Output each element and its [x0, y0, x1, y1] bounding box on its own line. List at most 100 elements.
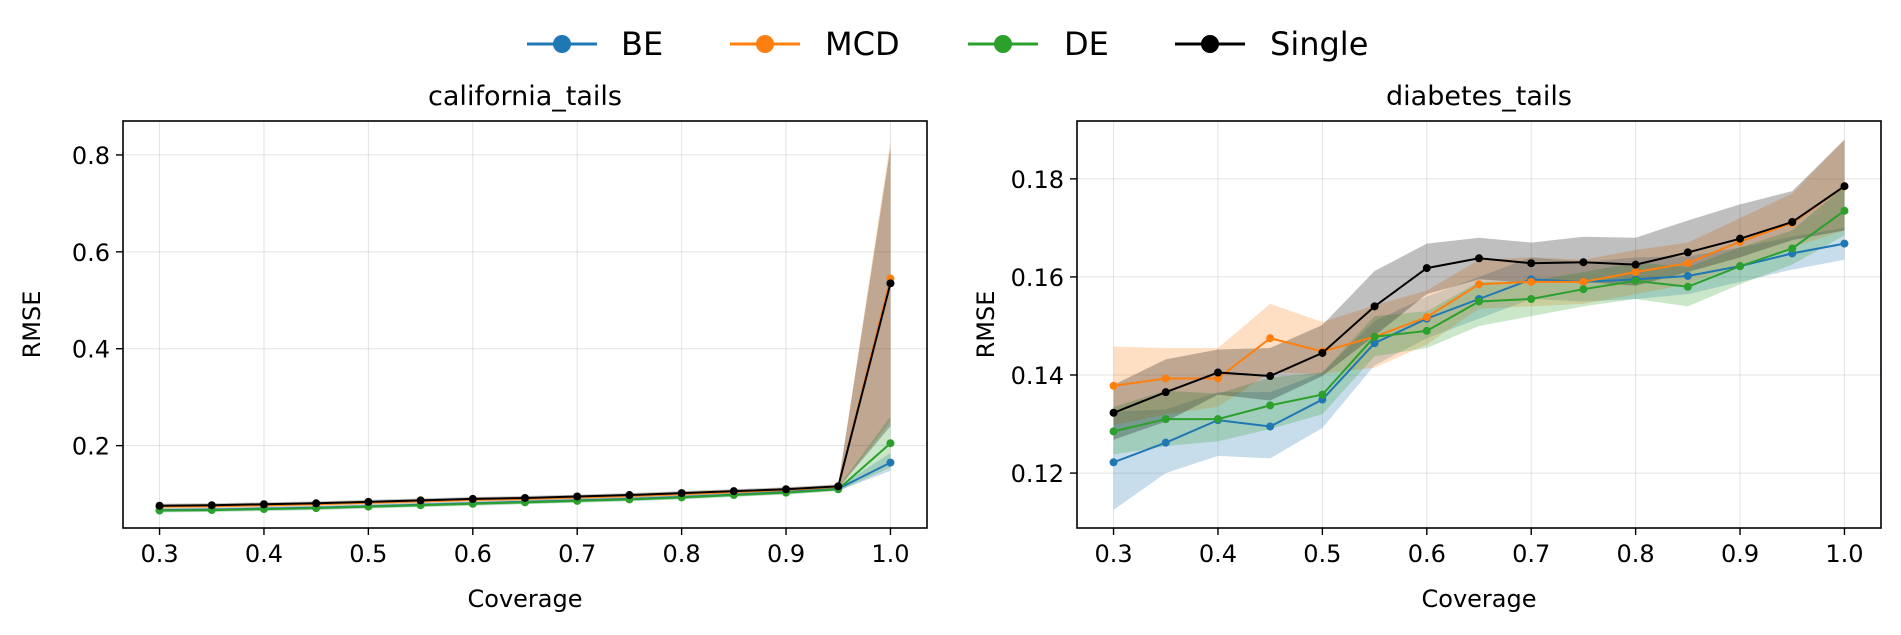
- legend-marker-mcd: [756, 35, 774, 53]
- point-single: [886, 279, 895, 288]
- point-de: [1788, 244, 1797, 253]
- x-tick-label: 0.4: [1199, 540, 1237, 568]
- point-be: [886, 458, 895, 467]
- y-tick-label: 0.6: [72, 239, 110, 267]
- point-be: [1161, 438, 1170, 447]
- legend-label-single: Single: [1270, 25, 1368, 63]
- x-tick-label: 0.9: [1721, 540, 1759, 568]
- band-de: [1113, 186, 1845, 455]
- y-tick-label: 0.2: [72, 433, 110, 461]
- x-tick-label: 0.9: [767, 540, 805, 568]
- x-tick-label: 0.4: [245, 540, 283, 568]
- point-single: [573, 492, 582, 501]
- x-tick-label: 0.6: [454, 540, 492, 568]
- point-single: [1266, 371, 1275, 380]
- point-single: [521, 493, 529, 502]
- point-single: [155, 501, 164, 510]
- point-mcd: [1266, 334, 1275, 343]
- legend-item-mcd: MCD: [730, 25, 900, 63]
- band-be: [1113, 227, 1845, 510]
- point-single: [1475, 254, 1483, 263]
- y-tick-label: 0.12: [1011, 460, 1064, 488]
- y-tick-label: 0.4: [72, 336, 110, 364]
- band-single: [159, 147, 891, 508]
- point-de: [1527, 295, 1536, 304]
- legend-label-be: BE: [621, 25, 663, 63]
- point-single: [416, 496, 425, 505]
- x-tick-label: 0.5: [1303, 540, 1341, 568]
- point-de: [1422, 326, 1431, 335]
- point-de: [1318, 390, 1327, 399]
- x-tick-label: 0.7: [558, 540, 596, 568]
- y-tick-label: 0.14: [1011, 362, 1064, 390]
- point-be: [1266, 422, 1275, 431]
- y-axis-label: RMSE: [972, 291, 1000, 359]
- point-de: [1266, 401, 1275, 410]
- point-be: [1683, 271, 1692, 280]
- point-single: [1422, 264, 1431, 273]
- line-mcd: [159, 278, 892, 508]
- x-tick-label: 0.5: [349, 540, 387, 568]
- point-single: [364, 497, 373, 506]
- y-tick-label: 0.18: [1011, 166, 1064, 194]
- chart-panel-diabetes-tails: 0.3 0.4 0.5 0.6 0.7 0.8 0.9 1.0 0.12 0.14 0.16 0.18…: [972, 81, 1882, 613]
- point-single: [1788, 218, 1797, 227]
- point-single: [1631, 260, 1640, 269]
- point-de: [1161, 415, 1170, 424]
- x-tick-label: 0.6: [1408, 540, 1446, 568]
- point-mcd: [1631, 268, 1640, 277]
- point-be: [1370, 339, 1379, 348]
- point-single: [782, 485, 791, 494]
- point-single: [1736, 234, 1745, 243]
- legend-label-mcd: MCD: [825, 25, 900, 63]
- point-mcd: [1422, 313, 1431, 322]
- x-tick-label: 0.8: [1617, 540, 1655, 568]
- legend-marker-be: [553, 35, 571, 53]
- legend-item-be: BE: [527, 25, 663, 63]
- chart-panel-california-tails: 0.3 0.4 0.5 0.6 0.7 0.8 0.9 1.0 0.2 0.4 0.6 0.8 cali…: [18, 81, 928, 613]
- y-tick-label: 0.8: [72, 142, 110, 170]
- point-single: [1683, 248, 1692, 257]
- point-de: [1475, 297, 1483, 306]
- x-axis-label: Coverage: [1422, 585, 1537, 613]
- point-mcd: [1109, 381, 1118, 390]
- point-mcd: [1579, 277, 1588, 286]
- point-single: [1527, 259, 1536, 268]
- point-single: [312, 499, 321, 508]
- point-single: [1840, 182, 1849, 191]
- point-de: [1736, 262, 1745, 271]
- legend-item-single: Single: [1175, 25, 1368, 63]
- point-single: [729, 487, 738, 496]
- point-single: [625, 491, 634, 500]
- point-single: [1579, 258, 1588, 267]
- y-tick-label: 0.16: [1011, 264, 1064, 292]
- point-mcd: [1527, 277, 1536, 286]
- point-single: [1370, 302, 1379, 311]
- point-de: [1109, 427, 1118, 436]
- legend-marker-de: [994, 35, 1012, 53]
- point-mcd: [1213, 374, 1222, 383]
- line-single: [159, 283, 892, 507]
- point-de: [1683, 282, 1692, 291]
- chart-title-california-tails: california_tails: [428, 81, 622, 112]
- point-single: [207, 501, 216, 510]
- point-single: [1161, 388, 1170, 397]
- plot-area: [155, 140, 895, 515]
- legend-marker-single: [1201, 35, 1219, 53]
- band-mcd: [159, 140, 891, 509]
- point-single: [259, 500, 268, 509]
- point-de: [1213, 415, 1222, 424]
- x-tick-label: 1.0: [1825, 540, 1863, 568]
- point-single: [1213, 368, 1222, 377]
- point-mcd: [1161, 374, 1170, 383]
- point-de: [1579, 285, 1588, 294]
- x-tick-label: 0.3: [1094, 540, 1132, 568]
- point-be: [1840, 239, 1849, 248]
- point-single: [1109, 408, 1118, 417]
- x-tick-label: 0.3: [140, 540, 178, 568]
- chart-title-diabetes-tails: diabetes_tails: [1386, 81, 1572, 112]
- point-mcd: [1475, 280, 1483, 289]
- point-single: [468, 494, 477, 503]
- x-tick-label: 0.8: [663, 540, 701, 568]
